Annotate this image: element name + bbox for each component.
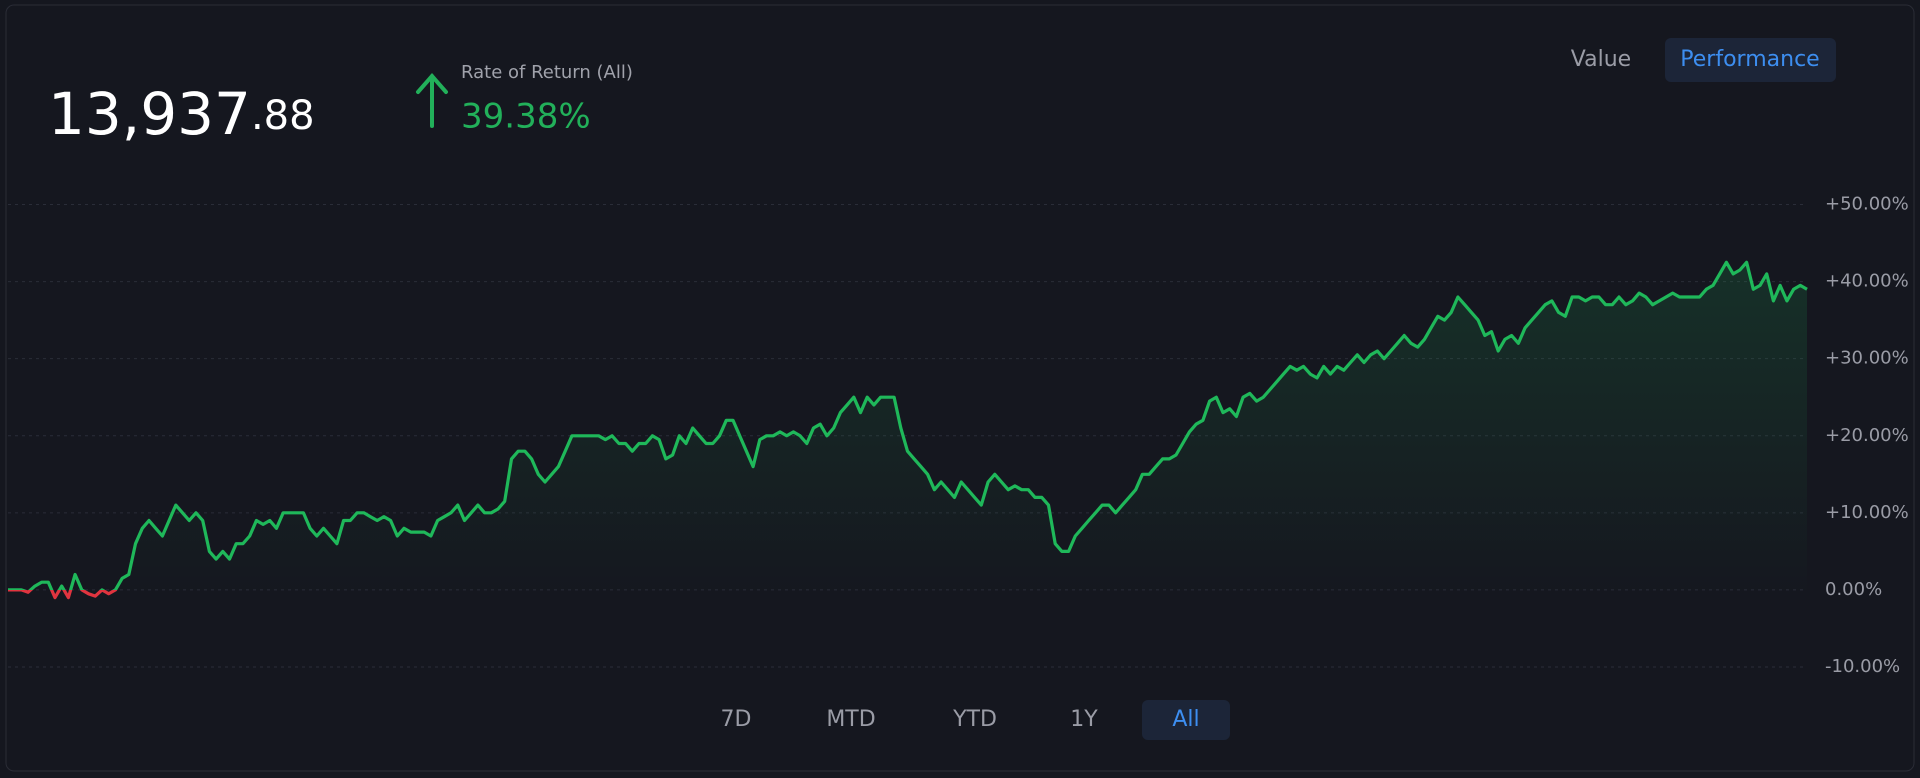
active-pill[interactable]	[1665, 38, 1836, 82]
area	[8, 262, 1807, 598]
y-tick-label: -10.00%	[1825, 656, 1900, 677]
range-button[interactable]: YTD	[952, 707, 997, 732]
return-value: 39.38%	[461, 97, 591, 137]
value-whole: 13,937	[48, 80, 251, 148]
up-arrow	[416, 72, 448, 128]
range-button[interactable]: MTD	[826, 707, 875, 732]
portfolio-value: 13,937.88	[48, 80, 315, 148]
y-tick-label: +40.00%	[1825, 271, 1909, 292]
range-button[interactable]: 1Y	[1070, 707, 1098, 732]
range-button[interactable]: All	[1172, 707, 1199, 732]
y-tick-label: 0.00%	[1825, 579, 1882, 600]
performance-line	[8, 260, 1808, 600]
y-tick-label: +10.00%	[1825, 502, 1909, 523]
range-button[interactable]: 7D	[721, 707, 752, 732]
active-pill[interactable]	[1142, 700, 1230, 740]
y-tick-label: +20.00%	[1825, 425, 1909, 446]
value-fraction: .88	[251, 93, 315, 139]
view-button[interactable]: Value	[1571, 47, 1631, 72]
return-label: Rate of Return (All)	[461, 62, 633, 83]
y-tick-label: +50.00%	[1825, 194, 1909, 215]
y-tick-label: +30.00%	[1825, 348, 1909, 369]
view-button[interactable]: Performance	[1680, 47, 1819, 72]
